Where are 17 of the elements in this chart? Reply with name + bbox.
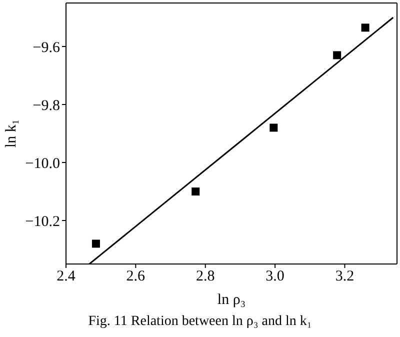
point <box>270 124 278 132</box>
y-tick-label: −9.6 <box>32 40 60 56</box>
x-tick-label: 2.6 <box>126 268 146 285</box>
text: Fig. 11 Relation between ln ρ₃ and ln k₁ <box>87 313 313 331</box>
x-tick-label: 3.0 <box>266 268 284 285</box>
x-tick-label: 3.2 <box>335 268 354 285</box>
point <box>192 188 200 196</box>
point <box>333 51 342 60</box>
x-axis-title: ln ρ₃ <box>217 292 246 308</box>
point <box>361 24 370 32</box>
y-tick-label: −10.0 <box>25 156 60 172</box>
y-tick-label: −10.2 <box>25 214 60 230</box>
x-tick-label: 2.8 <box>196 268 215 285</box>
x-tick-label: 2.4 <box>56 268 76 285</box>
point <box>92 240 100 248</box>
y-tick-label: −9.8 <box>32 98 60 114</box>
y-axis-title: ln k₁ <box>3 119 20 148</box>
